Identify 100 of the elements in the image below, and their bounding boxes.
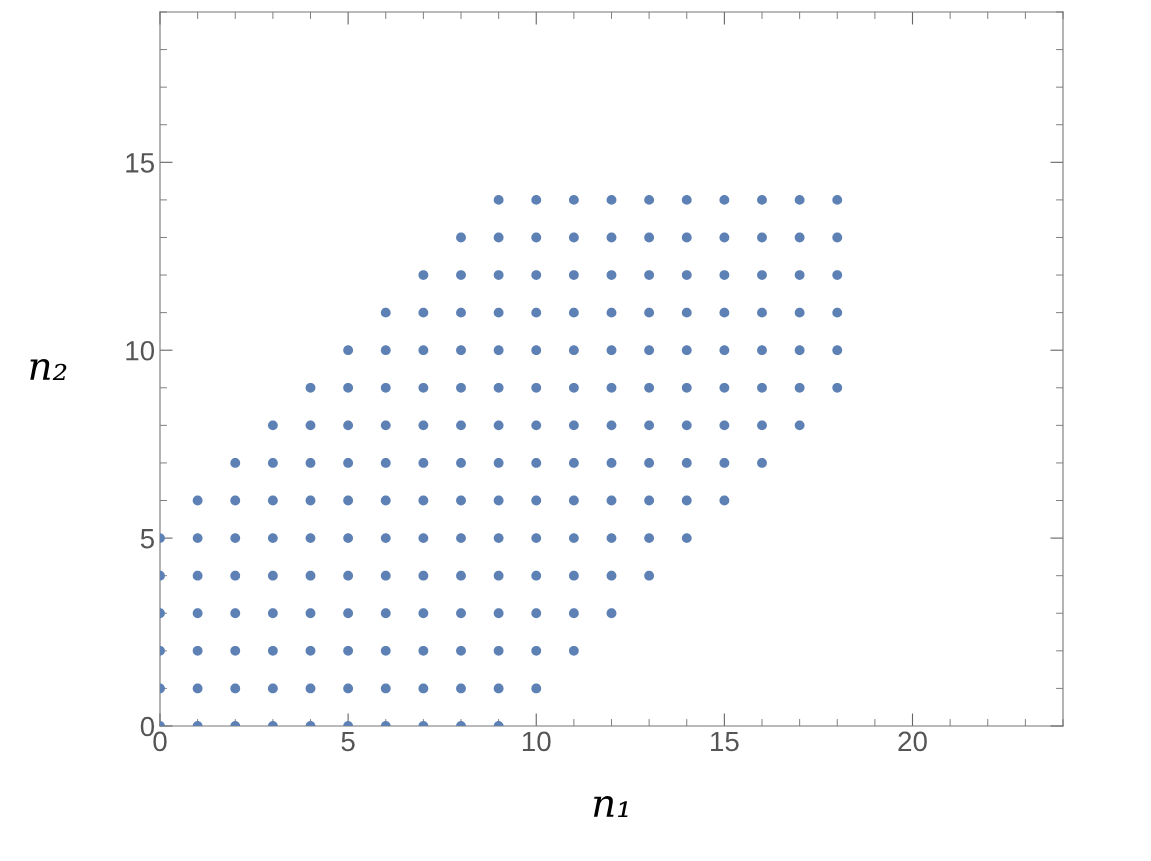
point [493, 458, 504, 468]
point [343, 645, 354, 656]
point [568, 307, 579, 318]
point [230, 645, 241, 656]
point [719, 420, 730, 431]
point [644, 270, 655, 280]
point [606, 458, 617, 468]
point [568, 495, 579, 506]
point [832, 382, 843, 393]
y-tick-label: 15 [126, 153, 154, 173]
point [267, 533, 278, 544]
point [681, 495, 692, 506]
point [757, 382, 767, 393]
x-tick-label: 20 [898, 731, 927, 752]
point [418, 382, 429, 393]
point [267, 570, 278, 581]
point [493, 533, 504, 544]
point [192, 608, 203, 619]
point [456, 270, 466, 280]
point [380, 645, 391, 656]
point [531, 382, 542, 393]
point [493, 608, 504, 619]
point [531, 645, 542, 656]
point [493, 570, 504, 581]
point [531, 307, 542, 318]
point [418, 645, 429, 656]
point [794, 420, 805, 431]
point [343, 458, 354, 468]
point [380, 570, 391, 581]
point [343, 533, 354, 544]
point [719, 458, 730, 468]
point [794, 307, 805, 318]
point [606, 345, 617, 356]
point [794, 270, 805, 280]
x-tick-label: 15 [711, 731, 739, 752]
point [531, 533, 542, 544]
point [606, 420, 617, 431]
point [644, 345, 655, 356]
point [380, 683, 391, 694]
point [719, 232, 730, 243]
point [343, 495, 354, 506]
point [456, 382, 466, 393]
point [343, 345, 354, 356]
point [418, 345, 429, 356]
point [418, 608, 429, 619]
point [493, 683, 504, 694]
point [681, 345, 692, 356]
point [568, 194, 579, 205]
point [192, 645, 203, 656]
point [456, 645, 466, 656]
point [719, 345, 730, 356]
point [681, 382, 692, 393]
y-tick-label: 5 [140, 529, 154, 549]
point [456, 420, 466, 431]
point [644, 232, 655, 243]
point [305, 495, 316, 506]
y-axis-title: n₂ [30, 358, 67, 380]
point [832, 194, 843, 205]
point [305, 533, 316, 544]
point [192, 533, 203, 544]
point [568, 570, 579, 581]
point [681, 270, 692, 280]
point [606, 382, 617, 393]
point [568, 270, 579, 280]
point [380, 307, 391, 318]
point [267, 495, 278, 506]
point [456, 458, 466, 468]
point [305, 382, 316, 393]
point [267, 458, 278, 468]
point [380, 495, 391, 506]
point [644, 382, 655, 393]
x-tick-label: 10 [522, 731, 551, 752]
point [757, 420, 767, 431]
point [230, 533, 241, 544]
point [606, 307, 617, 318]
point [644, 307, 655, 318]
point [343, 570, 354, 581]
point [719, 194, 730, 205]
point [681, 533, 692, 544]
point [568, 645, 579, 656]
point [230, 608, 241, 619]
point [380, 382, 391, 393]
point [305, 570, 316, 581]
point [568, 533, 579, 544]
point [531, 345, 542, 356]
point [719, 382, 730, 393]
point [230, 570, 241, 581]
point [192, 570, 203, 581]
point [568, 345, 579, 356]
point [757, 194, 767, 205]
point [343, 420, 354, 431]
point [305, 458, 316, 468]
point [644, 420, 655, 431]
point [681, 307, 692, 318]
point [418, 533, 429, 544]
point [568, 232, 579, 243]
point [267, 645, 278, 656]
point [418, 458, 429, 468]
point [644, 533, 655, 544]
point [531, 570, 542, 581]
